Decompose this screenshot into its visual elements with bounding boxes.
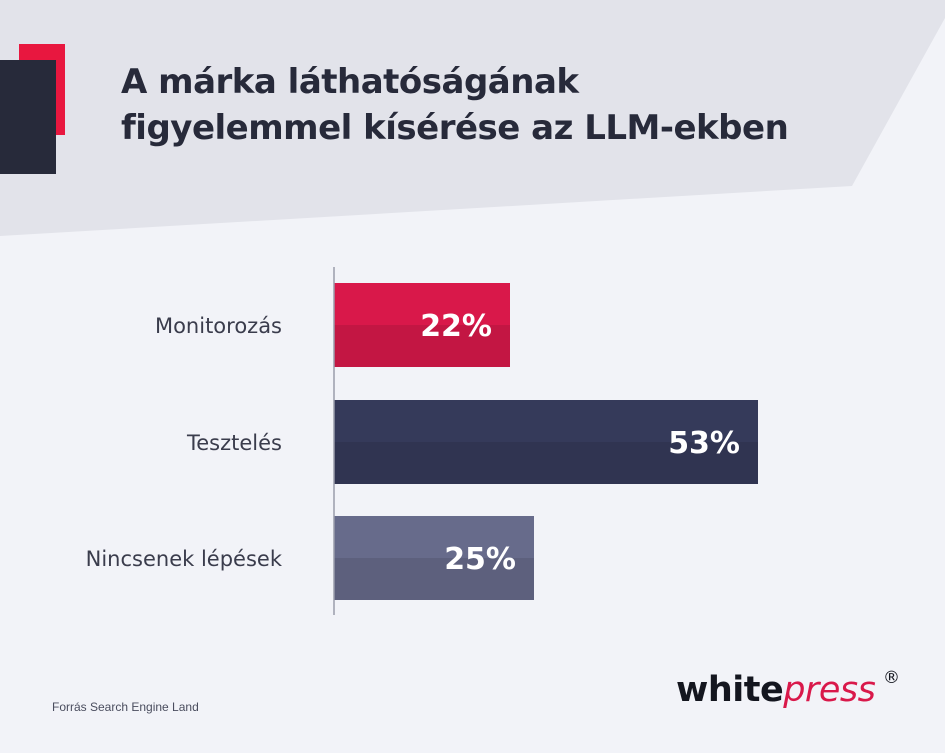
bar-1-lower-shade [334,325,510,367]
logo-text-press: press [783,670,876,710]
bar-3 [334,516,534,558]
bar-2 [334,400,758,442]
page-title-line-1: A márka láthatóságának [121,62,579,102]
page-title-line-2: figyelemmel kísérése az LLM-ekben [121,108,789,148]
logo-text-white: white [676,670,784,710]
category-label-3: Nincsenek lépések [86,547,283,571]
bar-2-lower-shade [334,442,758,484]
whitepress-logo: whitepress ® [676,668,900,720]
accent-square-dark [0,60,56,174]
bar-3-lower-shade [334,558,534,600]
bar-1 [334,283,510,325]
header-band [0,0,945,236]
bar-value-label-2: 53% [668,426,740,461]
bar-value-label-3: 25% [444,542,516,577]
logo-registered-mark: ® [883,668,900,688]
category-label-2: Tesztelés [186,431,282,455]
bar-value-label-1: 22% [420,309,492,344]
bars-group: 22% Monitorozás 53% Tesztelés 25% Nincsenek l… [86,283,758,600]
source-note: Forrás Search Engine Land [52,700,199,714]
category-label-1: Monitorozás [155,314,282,338]
